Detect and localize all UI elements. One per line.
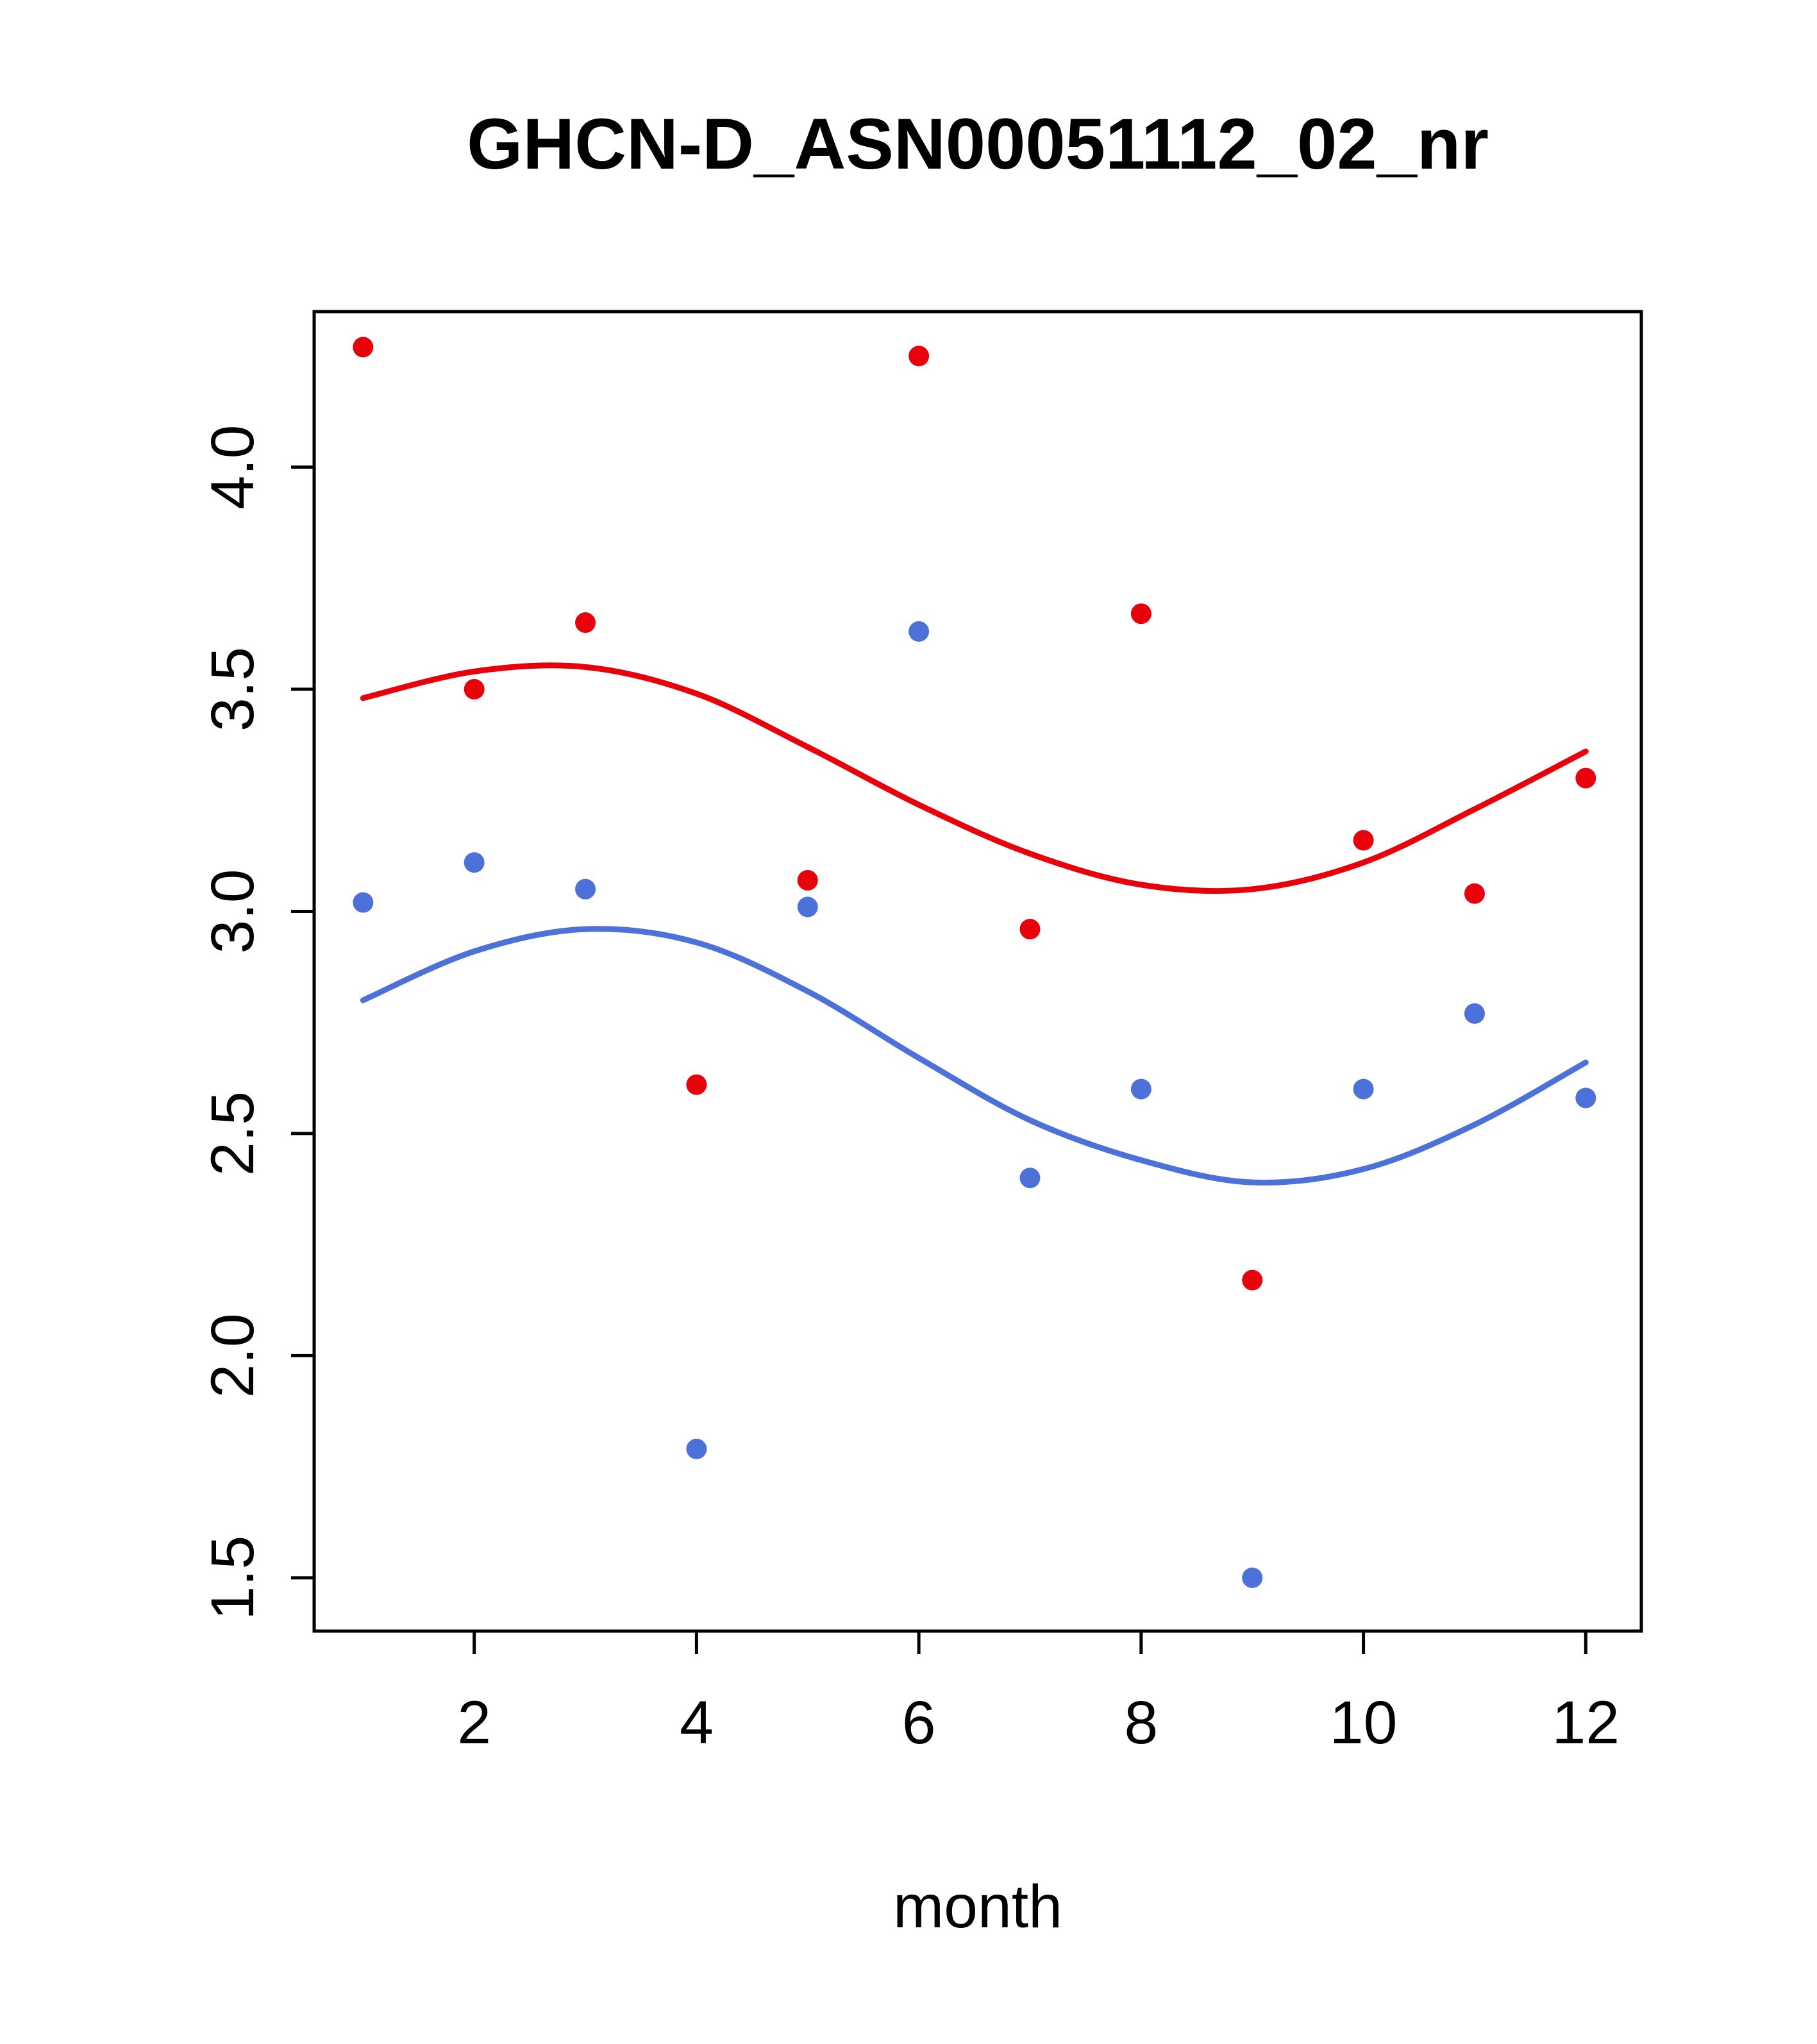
y-tick-label: 2.5 xyxy=(199,1091,267,1176)
blue-point xyxy=(575,878,596,900)
y-tick-label: 3.0 xyxy=(199,869,267,953)
blue-point xyxy=(1130,1078,1151,1100)
y-tick-label: 3.5 xyxy=(199,647,267,732)
chart-title: GHCN-D_ASN00051112_02_nr xyxy=(467,104,1489,184)
x-tick-label: 4 xyxy=(680,1689,714,1757)
blue-point xyxy=(908,621,930,642)
blue-point xyxy=(464,852,485,873)
blue-point xyxy=(1575,1087,1596,1109)
red-point xyxy=(464,678,485,699)
red-point xyxy=(353,337,374,358)
red-point xyxy=(1575,767,1596,789)
red-point xyxy=(686,1074,707,1095)
red-point xyxy=(1019,919,1041,940)
blue-point xyxy=(1353,1078,1374,1100)
y-tick-label: 2.0 xyxy=(199,1313,267,1398)
red-point xyxy=(575,612,596,633)
plot-border xyxy=(312,310,1643,1633)
red-point xyxy=(1464,883,1485,904)
blue-point xyxy=(1019,1168,1041,1189)
x-tick-label: 2 xyxy=(457,1689,491,1757)
red-smooth-line xyxy=(360,662,1589,894)
blue-point xyxy=(1242,1567,1263,1588)
y-tick-label: 4.0 xyxy=(199,424,267,509)
x-tick-label: 10 xyxy=(1330,1689,1398,1757)
red-point xyxy=(797,869,818,891)
x-tick-label: 6 xyxy=(902,1689,936,1757)
blue-point xyxy=(1464,1003,1485,1024)
red-point xyxy=(1242,1269,1263,1291)
y-tick-label: 1.5 xyxy=(199,1536,267,1620)
blue-point xyxy=(353,892,374,913)
x-tick-label: 8 xyxy=(1124,1689,1158,1757)
blue-smooth-line xyxy=(360,926,1589,1186)
red-point xyxy=(908,346,930,367)
blue-point xyxy=(797,896,818,917)
blue-point xyxy=(686,1438,707,1459)
x-tick-label: 12 xyxy=(1552,1689,1620,1757)
red-point xyxy=(1353,830,1374,851)
x-axis-label: month xyxy=(892,1873,1063,1941)
red-point xyxy=(1130,603,1151,624)
